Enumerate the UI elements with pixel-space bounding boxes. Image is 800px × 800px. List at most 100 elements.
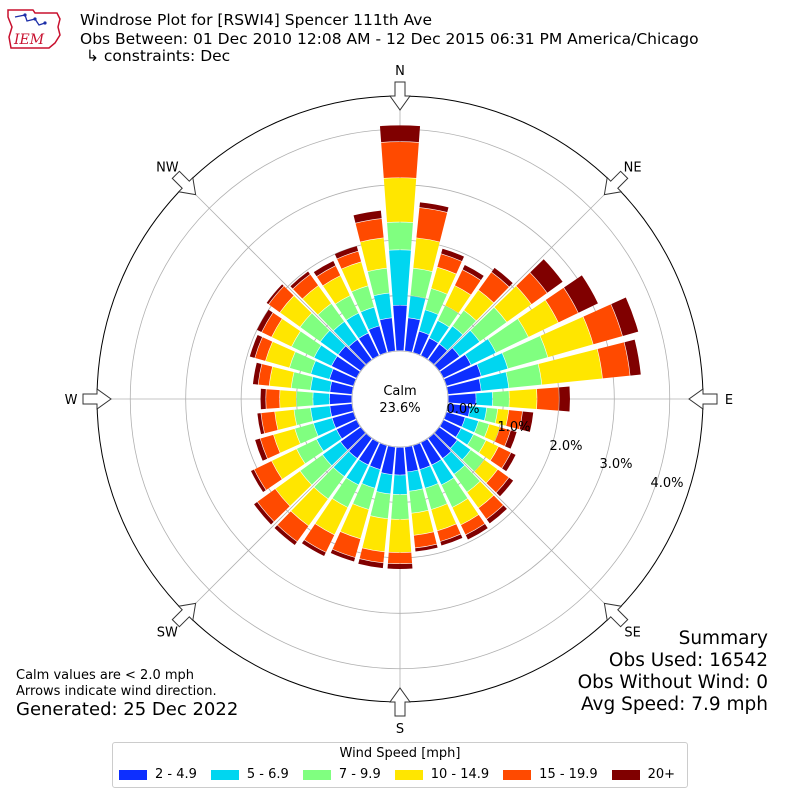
- windrose-bar-80-bin-1: [479, 372, 509, 391]
- windrose-bar-190-bin-0: [381, 446, 396, 475]
- windrose-bar-320-bin-2: [318, 303, 345, 331]
- windrose-bar-270-bin-0: [329, 393, 352, 405]
- windrose-bar-200-bin-4: [332, 531, 361, 558]
- direction-arrow-se: [603, 602, 629, 628]
- windrose-bar-60-bin-5: [563, 275, 598, 313]
- windrose-bar-60-bin-3: [518, 300, 559, 337]
- windrose-bar-240-bin-5: [250, 469, 266, 493]
- summary-title: Summary: [678, 628, 768, 649]
- windrose-bar-10-bin-2: [410, 268, 433, 299]
- windrose-bar-330-bin-0: [358, 333, 379, 359]
- windrose-bar-300-bin-3: [271, 319, 301, 347]
- windrose-bar-170-bin-5: [415, 544, 438, 552]
- legend-label: 20+: [647, 767, 676, 782]
- windrose-bar-210-bin-0: [358, 439, 379, 465]
- windrose-bar-260-bin-1: [310, 406, 332, 421]
- windrose-bar-220-bin-4: [277, 511, 309, 542]
- windrose-bar-150-bin-4: [460, 514, 485, 535]
- windrose-bar-330-bin-5: [313, 260, 336, 277]
- legend-title: Wind Speed [mph]: [339, 746, 461, 761]
- windrose-bar-140-bin-1: [443, 451, 465, 474]
- windrose-bar-280-bin-2: [291, 372, 313, 390]
- windrose-bar-0-bin-2: [387, 222, 413, 250]
- iem-logo: IEM: [7, 9, 61, 49]
- windrose-bar-110-bin-2: [474, 421, 489, 437]
- legend-swatch: [119, 769, 147, 780]
- direction-label-nw: NW: [156, 160, 179, 175]
- windrose-bar-120-bin-3: [479, 440, 499, 461]
- legend-label: 2 - 4.9: [155, 767, 197, 782]
- windrose-bar-230-bin-3: [275, 471, 312, 506]
- windrose-bar-190-bin-2: [370, 491, 391, 519]
- windrose-bar-330-bin-3: [323, 275, 350, 304]
- summary-obs-without-wind: Obs Without Wind: 0: [577, 672, 768, 693]
- windrose-bar-260-bin-2: [294, 408, 313, 426]
- windrose-bar-350-bin-3: [360, 238, 387, 272]
- windrose-bar-90-bin-1: [476, 392, 493, 406]
- windrose-bar-10-bin-5: [419, 202, 449, 213]
- windrose-bar-240-bin-4: [254, 461, 282, 490]
- windrose-bar-80-bin-5: [624, 339, 641, 376]
- legend: Wind Speed [mph] 2 - 4.9 5 - 6.9 7 - 9.9 10…: [112, 742, 688, 788]
- windrose-bar-240-bin-0: [336, 420, 360, 439]
- windrose-bar-90-bin-3: [509, 388, 537, 410]
- legend-label: 7 - 9.9: [338, 767, 381, 782]
- windrose-bar-240-bin-3: [271, 449, 305, 479]
- windrose-bar-170-bin-3: [411, 510, 434, 535]
- windrose-bar-90-bin-0: [448, 393, 476, 405]
- direction-arrow-nw: [171, 170, 197, 196]
- windrose-bar-260-bin-3: [275, 409, 297, 430]
- summary-obs-used: Obs Used: 16542: [608, 650, 768, 671]
- windrose-bar-310-bin-5: [266, 284, 284, 305]
- legend-item-3: 10 - 14.9: [394, 767, 490, 782]
- windrose-bar-250-bin-3: [273, 428, 301, 453]
- legend-items: 2 - 4.9 5 - 6.9 7 - 9.9 10 - 14.9 15 - 19.9 2…: [119, 767, 689, 782]
- windrose-bar-320-bin-3: [302, 285, 332, 315]
- windrose-bar-190-bin-5: [358, 558, 384, 569]
- windrose-bar-200-bin-5: [330, 549, 356, 562]
- windrose-bar-100-bin-5: [519, 411, 534, 432]
- windrose-bar-350-bin-5: [353, 210, 382, 223]
- windrose-bar-140-bin-5: [486, 505, 507, 524]
- windrose-bar-40-bin-3: [464, 290, 494, 321]
- windrose-bar-340-bin-2: [351, 286, 374, 312]
- legend-swatch: [210, 769, 239, 780]
- windrose-bar-260-bin-5: [257, 413, 265, 435]
- direction-label-w: W: [65, 393, 78, 408]
- windrose-bar-30-bin-3: [445, 285, 471, 313]
- windrose-bar-170-bin-2: [409, 489, 429, 513]
- windrose-bar-40-bin-1: [439, 326, 463, 351]
- obs-between: Obs Between: 01 Dec 2010 12:08 AM - 12 D…: [80, 30, 699, 48]
- windrose-bar-300-bin-5: [256, 309, 273, 333]
- windrose-bar-20-bin-2: [425, 288, 447, 315]
- windrose-bar-150-bin-1: [432, 459, 454, 485]
- windrose-bar-250-bin-2: [295, 423, 318, 444]
- windrose-bar-330-bin-4: [316, 265, 341, 286]
- windrose-bar-190-bin-1: [376, 472, 393, 494]
- windrose-bar-300-bin-0: [331, 356, 360, 378]
- radial-tick-label: 3.0%: [599, 457, 632, 472]
- windrose-bar-10-bin-4: [416, 207, 448, 242]
- radial-tick-label: 4.0%: [650, 476, 683, 491]
- windrose-bar-40-bin-5: [491, 267, 513, 287]
- windrose-bar-240-bin-1: [316, 429, 342, 451]
- legend-label: 10 - 14.9: [430, 767, 490, 782]
- windrose-bar-150-bin-3: [452, 498, 479, 525]
- windrose-bar-110-bin-1: [462, 417, 479, 433]
- windrose-bar-120-bin-0: [440, 420, 461, 437]
- windrose-bar-180-bin-3: [388, 519, 412, 553]
- windrose-bar-220-bin-1: [333, 451, 357, 477]
- windrose-bar-320-bin-1: [333, 321, 357, 347]
- windrose-bar-350-bin-4: [355, 218, 384, 242]
- logo-text: IEM: [13, 32, 45, 48]
- windrose-bar-130-bin-2: [462, 450, 484, 472]
- windrose-bar-250-bin-4: [260, 434, 280, 459]
- windrose-bar-60-bin-1: [465, 339, 496, 365]
- windrose-bar-340-bin-3: [341, 262, 368, 292]
- windrose-bar-150-bin-0: [421, 439, 442, 465]
- windrose-bar-300-bin-1: [314, 345, 337, 366]
- windrose-bar-270-bin-3: [279, 390, 297, 408]
- direction-label-se: SE: [624, 626, 640, 641]
- direction-arrow-sw: [171, 602, 197, 628]
